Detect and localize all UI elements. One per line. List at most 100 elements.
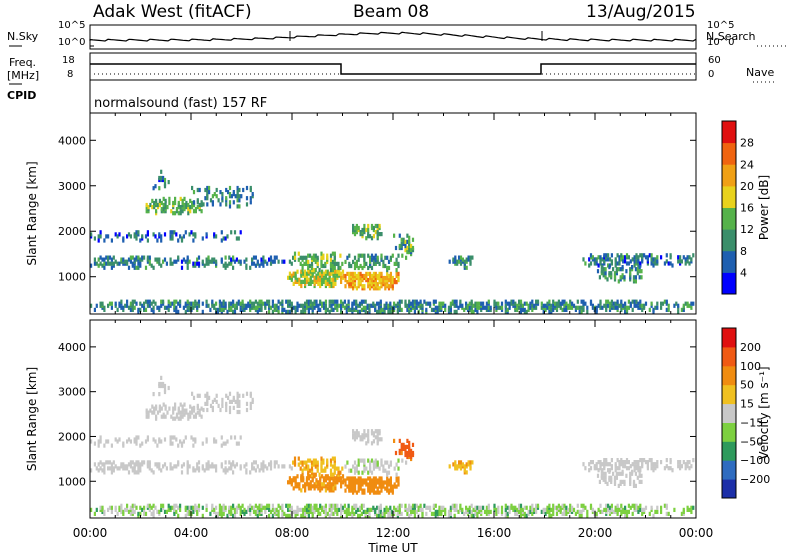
power-cell [273,255,276,260]
power-cell [237,236,240,241]
velocity-cell [254,468,257,473]
velocity-cell [344,464,347,469]
velocity-cell [316,466,319,471]
velocity-cell [357,476,360,481]
velocity-cell [512,505,515,510]
power-cell [434,305,437,310]
power-cell [656,305,659,310]
power-cell [180,236,184,241]
power-cell [413,305,416,310]
power-cell [408,235,411,240]
power-cell [665,253,668,258]
power-cell [616,261,619,266]
power-ytick-label: 3000 [58,180,86,193]
power-cell [145,202,148,208]
power-cell [249,185,252,191]
power-cell [328,299,331,304]
velocity-cell [395,472,398,477]
power-cell [352,230,355,235]
velocity-cell [393,505,396,510]
power-cell [474,307,477,312]
power-cell [430,307,434,312]
power-cell [194,261,197,266]
velocity-cell [474,511,477,516]
power-cell [251,301,254,306]
velocity-cell [309,468,312,473]
velocity-cell [326,474,329,479]
velocity-cell [408,503,411,508]
velocity-cell [402,442,405,447]
power-cell [667,307,670,312]
velocity-cell [324,466,327,471]
power-cell [162,299,165,304]
power-cell [455,303,458,308]
power-cell [162,202,165,208]
power-cell [213,303,216,308]
velocity-cell [650,462,653,467]
velocity-cell [152,392,155,397]
power-cell [393,233,396,238]
power-cell [187,202,190,208]
power-cell [369,255,372,260]
power-cell [220,238,223,243]
velocity-cell [191,406,194,411]
power-cell [529,305,532,310]
velocity-cell [449,505,452,510]
velocity-cell [224,466,227,471]
velocity-cell [189,410,192,415]
power-cell [187,211,190,216]
velocity-cell [654,466,657,471]
power-cell [686,301,689,306]
velocity-cell [682,460,685,465]
power-cell [622,303,625,308]
power-cell [620,307,623,312]
power-cell [555,301,559,306]
power-cell [359,280,362,285]
velocity-cell [114,437,117,442]
power-cell [665,307,668,312]
power-cell [359,263,362,269]
velocity-cell [158,437,161,442]
velocity-cell [186,509,189,514]
velocity-cell [143,509,146,514]
velocity-cell [679,464,682,469]
power-cell [600,265,603,270]
velocity-cell [97,468,100,473]
power-cell [644,255,648,260]
power-cell [629,259,632,264]
power-colorbar-segment [722,250,736,273]
velocity-cell [330,482,333,487]
power-cell [400,241,403,246]
velocity-cell [458,464,461,469]
power-cell [226,309,229,314]
power-cell [661,301,665,306]
velocity-cell [401,458,404,463]
power-cell [242,187,245,193]
power-cell [367,227,370,233]
velocity-cell [152,470,155,475]
power-cell [326,281,329,286]
power-cell [344,273,347,279]
power-cell [311,279,314,284]
power-cell [232,200,235,205]
velocity-colorbar-tick-label: −200 [740,473,770,486]
power-cell [228,185,232,191]
power-cell [401,253,404,258]
velocity-cell [593,464,596,469]
velocity-cell [93,462,96,467]
power-cell [273,259,276,264]
power-cell [364,305,367,310]
velocity-cell [143,460,146,465]
power-cell [298,303,301,308]
velocity-cell [415,503,418,508]
velocity-cell [500,509,504,514]
power-cell [197,303,201,308]
velocity-cell [273,507,276,512]
velocity-cell [232,460,235,465]
velocity-cell [297,462,300,467]
velocity-cell [184,505,187,510]
velocity-cell [417,505,420,510]
power-cell [219,202,222,207]
power-cell [322,301,326,306]
velocity-cell [386,470,389,475]
